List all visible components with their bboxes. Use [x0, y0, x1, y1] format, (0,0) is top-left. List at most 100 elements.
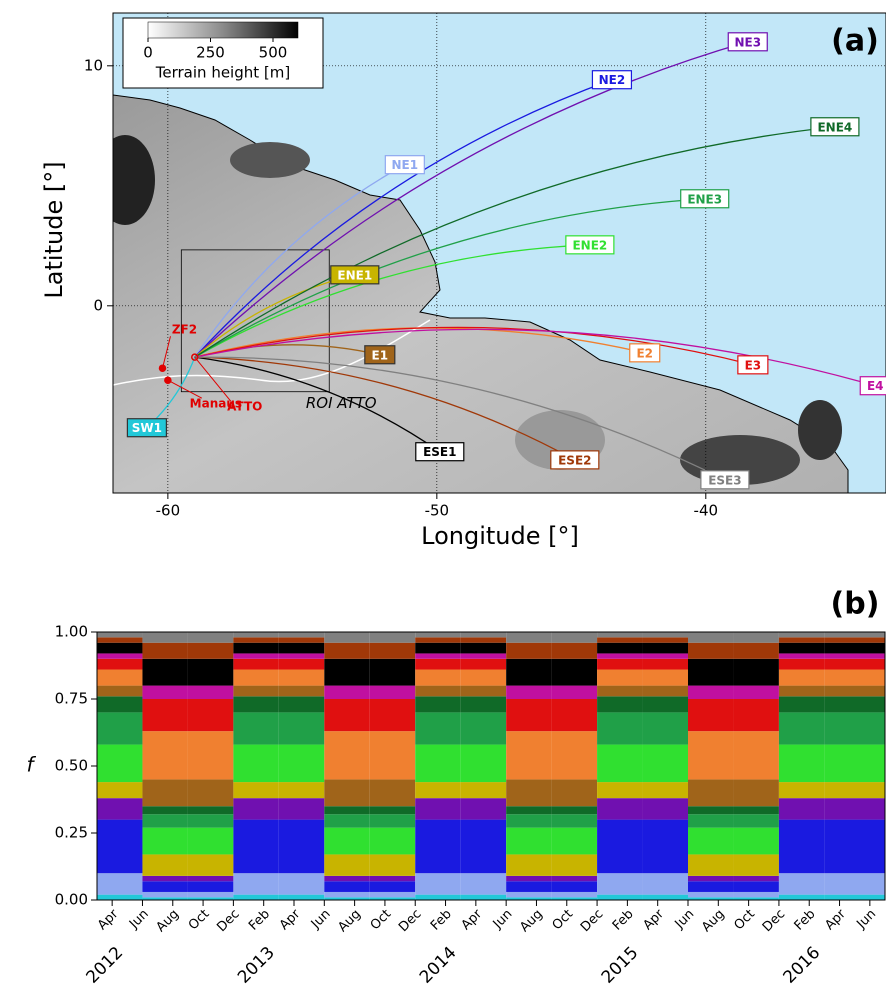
trajectory [194, 356, 576, 461]
bar-segment [733, 699, 779, 732]
bar-segment [597, 632, 643, 638]
trajectory-label-box [737, 355, 769, 375]
x-tick-label: Aug [517, 907, 546, 936]
bar-segment [369, 699, 416, 732]
bar-segment [778, 669, 825, 686]
bar-segment [97, 696, 143, 713]
bar-segment [97, 873, 143, 895]
trajectory-label-box [700, 470, 750, 490]
x-tick-label: Dec [578, 907, 606, 935]
bar-segment [187, 731, 234, 780]
bar-segment [506, 642, 552, 659]
trajectory-label-box [415, 442, 465, 462]
bar-segment [506, 685, 552, 699]
bar-segment [642, 658, 688, 670]
x-tick-label: Oct [368, 907, 395, 934]
trajectory-label-box [629, 343, 661, 363]
trajectory-label: ENE4 [817, 120, 852, 134]
bar-segment [324, 806, 370, 815]
trajectory-label: ENE2 [572, 238, 607, 252]
bar-segment [324, 658, 370, 686]
highland [113, 135, 155, 225]
site-label: ATTO [227, 400, 262, 414]
bar-segment [597, 782, 643, 799]
bar-segment [187, 642, 234, 659]
year-label: 2012 [82, 943, 127, 985]
bar-segment [642, 798, 688, 820]
bar-segment [824, 744, 885, 783]
trajectory [194, 328, 876, 387]
bar-segment [415, 873, 461, 895]
bar-segment [551, 827, 598, 855]
bar-segment [824, 632, 885, 638]
bar-segment [187, 658, 234, 686]
bar-segment [97, 642, 143, 654]
bar-segment [97, 669, 143, 686]
bar-segment [460, 642, 507, 654]
trajectory-label: E2 [636, 346, 653, 360]
bar-segment [824, 894, 885, 900]
bar-segment [278, 653, 325, 659]
bar-segment [142, 881, 188, 892]
bar-segment [642, 696, 688, 713]
x-tick-label: Apr [822, 906, 849, 933]
bar-segment [369, 875, 416, 882]
bar-segment [642, 894, 688, 900]
x-tick-label: Jun [308, 907, 334, 933]
bar-segment [142, 685, 188, 699]
bar-segment [824, 696, 885, 713]
trajectory-label: ENE1 [337, 268, 372, 282]
trajectory-label-box [126, 418, 167, 438]
bar-segment [642, 873, 688, 895]
bar-segment [460, 669, 507, 686]
bar-segment [233, 669, 279, 686]
bar-segment [642, 782, 688, 799]
bar-segment [642, 744, 688, 783]
trajectory-label-box [330, 265, 380, 285]
bar-segment [597, 658, 643, 670]
bar-segment [324, 875, 370, 882]
bar-segment [187, 806, 234, 815]
x-tick-label: Oct [731, 907, 758, 934]
bar-segment [324, 632, 370, 643]
bar-segment [551, 685, 598, 699]
trajectory-label-box [565, 235, 615, 255]
bar-segment [97, 637, 143, 643]
bar-segment [369, 779, 416, 807]
bar-segment [778, 632, 825, 638]
bar-segment [778, 712, 825, 745]
stacked-bars [97, 632, 885, 900]
bar-segment [415, 782, 461, 799]
bar-segment [597, 685, 643, 697]
x-tick-label: Oct [186, 907, 213, 934]
bar-segment [597, 669, 643, 686]
trajectory [194, 79, 613, 358]
bar-segment [688, 685, 734, 699]
bar-segment [688, 632, 734, 643]
bar-segment [597, 798, 643, 820]
bar-segment [142, 814, 188, 828]
bar-segment [369, 685, 416, 699]
bar-segment [324, 779, 370, 807]
trajectory-label: NE3 [734, 35, 761, 49]
bar-segment [142, 642, 188, 659]
bar-segment [187, 814, 234, 828]
bar-segment [324, 642, 370, 659]
site-marker [164, 376, 172, 384]
x-tick-label: Dec [760, 907, 788, 935]
bar-segment [778, 658, 825, 670]
trajectory-label-box [550, 450, 600, 470]
bar-segment [97, 712, 143, 745]
bar-segment [415, 696, 461, 713]
bar-segment [688, 658, 734, 686]
bar-segment [506, 779, 552, 807]
bar-segment [369, 814, 416, 828]
bar-segment [142, 891, 188, 898]
bar-segment [824, 873, 885, 895]
bar-segment [597, 696, 643, 713]
bar-segment [642, 632, 688, 638]
x-tick-label: Aug [699, 907, 728, 936]
bar-segment [233, 642, 279, 654]
bar-segment [278, 894, 325, 900]
bar-segment [233, 653, 279, 659]
